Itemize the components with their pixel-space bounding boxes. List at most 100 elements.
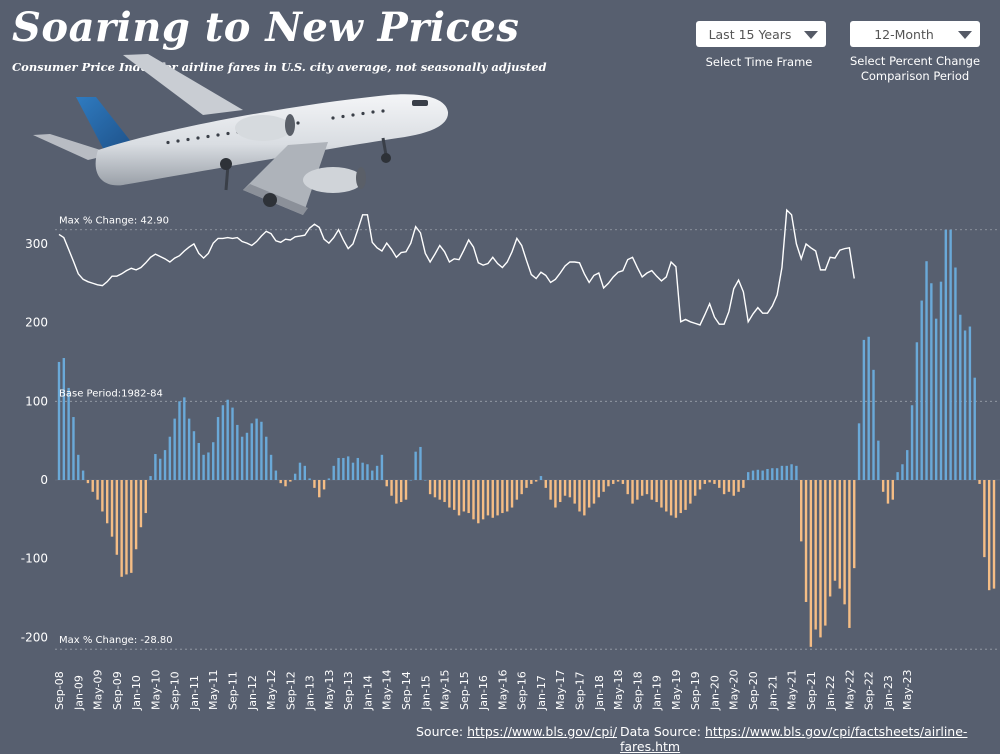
bar xyxy=(77,454,80,480)
bar xyxy=(775,468,779,480)
bar xyxy=(96,480,99,500)
bar xyxy=(910,405,914,480)
bar xyxy=(636,480,639,500)
bar xyxy=(669,480,673,516)
bar xyxy=(713,480,716,484)
bar xyxy=(438,480,441,500)
bar xyxy=(819,480,822,638)
bar xyxy=(554,480,557,508)
bar xyxy=(395,480,398,504)
bar xyxy=(207,452,210,480)
bar xyxy=(178,401,181,480)
x-tick-label: May-18 xyxy=(612,669,625,710)
bar xyxy=(399,480,403,503)
bar xyxy=(544,480,547,488)
bar xyxy=(766,468,769,480)
bar xyxy=(814,480,817,630)
x-tick-label: Sep-10 xyxy=(169,671,182,710)
bar xyxy=(298,462,302,480)
bar xyxy=(236,424,239,480)
x-tick-label: May-11 xyxy=(207,669,220,710)
bar xyxy=(983,480,986,558)
bar xyxy=(346,456,350,480)
bar xyxy=(722,480,726,495)
x-tick-label: Jan-09 xyxy=(72,675,85,711)
bar xyxy=(62,358,66,480)
bar xyxy=(265,436,268,480)
bar xyxy=(939,281,943,480)
bar xyxy=(655,480,658,503)
bar xyxy=(197,443,200,480)
time-frame-dropdown[interactable]: Last 15 Years xyxy=(696,21,826,47)
bar xyxy=(848,480,851,628)
bar xyxy=(342,457,345,480)
x-tick-label: Jan-16 xyxy=(477,675,490,711)
bar xyxy=(453,480,456,510)
bar xyxy=(86,480,90,484)
x-axis: Sep-08 Jan-09 May-09 Sep-09 Jan-10 May-10 Sep-… xyxy=(53,669,914,711)
bar xyxy=(274,470,278,480)
y-tick-label: 300 xyxy=(25,237,48,251)
bar xyxy=(862,339,866,480)
bar xyxy=(843,480,846,605)
bar xyxy=(448,480,451,508)
base-period-label: Base Period:1982-84 xyxy=(59,388,163,399)
bar xyxy=(144,480,147,514)
bar xyxy=(607,480,610,487)
bar xyxy=(737,480,740,492)
bar xyxy=(708,480,711,483)
bar xyxy=(163,450,167,480)
bar xyxy=(477,480,480,524)
bar xyxy=(698,480,702,490)
source-link[interactable]: https://www.bls.gov/cpi/ xyxy=(467,724,618,739)
x-tick-label: Sep-16 xyxy=(516,671,529,710)
bar xyxy=(891,480,894,500)
x-tick-label: Jan-15 xyxy=(419,675,432,711)
bar xyxy=(216,417,220,480)
bar xyxy=(838,480,841,589)
x-tick-label: Jan-12 xyxy=(246,675,259,711)
comparison-period-dropdown[interactable]: 12-Month xyxy=(850,21,980,47)
bar xyxy=(105,480,109,524)
bar xyxy=(800,480,803,542)
bar xyxy=(293,473,297,480)
bar xyxy=(361,462,364,480)
bar xyxy=(250,423,253,480)
x-tick-label: Jan-14 xyxy=(361,675,374,711)
bar xyxy=(746,472,750,480)
x-tick-label: May-10 xyxy=(149,669,162,710)
bar xyxy=(906,450,909,480)
bar xyxy=(457,480,461,516)
bar xyxy=(260,421,263,480)
bar xyxy=(115,480,119,555)
bar xyxy=(640,480,644,496)
bar xyxy=(761,470,764,480)
data-source-label: Data Source: xyxy=(620,724,705,739)
bar xyxy=(212,442,215,480)
x-tick-label: Sep-14 xyxy=(400,671,413,710)
bar xyxy=(202,454,205,480)
bar xyxy=(771,468,774,480)
bar xyxy=(159,458,162,480)
bar xyxy=(192,431,196,480)
bar xyxy=(650,480,654,500)
bar xyxy=(930,283,933,480)
bar xyxy=(467,480,470,514)
bar xyxy=(525,480,528,488)
bar xyxy=(896,472,899,480)
bar xyxy=(130,480,133,573)
bar xyxy=(110,480,114,537)
chevron-down-icon xyxy=(958,31,972,39)
y-axis: 300 200 100 0 -100 -200 xyxy=(21,237,48,645)
bar xyxy=(727,480,731,492)
bar xyxy=(409,480,413,481)
bar xyxy=(173,418,176,480)
bar xyxy=(530,480,533,484)
bar xyxy=(134,480,138,550)
x-tick-label: Sep-13 xyxy=(342,671,355,710)
bar xyxy=(925,261,928,480)
bar xyxy=(963,330,967,480)
bar xyxy=(149,476,152,480)
bar xyxy=(221,405,225,480)
comparison-period-label: Select Percent Change Comparison Period xyxy=(849,54,981,83)
